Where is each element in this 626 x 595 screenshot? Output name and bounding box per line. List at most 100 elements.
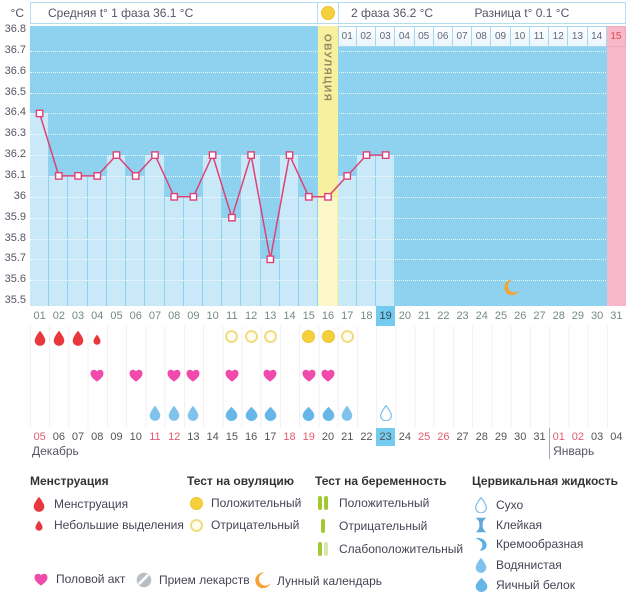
cycle-day-cell[interactable]: 10 xyxy=(206,310,219,322)
cervical-eggwhite-icon xyxy=(322,406,335,421)
date-cell[interactable]: 29 xyxy=(494,431,508,443)
cycle-day-cell[interactable]: 14 xyxy=(283,310,296,322)
cycle-day-cell[interactable]: 18 xyxy=(360,310,373,322)
cycle-day-cell[interactable]: 26 xyxy=(514,310,527,322)
date-cell[interactable]: 21 xyxy=(341,431,354,443)
date-cell[interactable]: 02 xyxy=(571,431,585,443)
lunar-calendar-icon xyxy=(253,572,271,589)
y-tick-label: 35.7 xyxy=(4,252,26,265)
cycle-day-cell[interactable]: 08 xyxy=(168,310,181,322)
date-cell[interactable]: 25 xyxy=(418,431,431,443)
dpo-day-cell: 05 xyxy=(414,26,434,47)
cycle-day-cell[interactable]: 17 xyxy=(341,310,354,322)
intercourse-icon xyxy=(167,369,181,382)
cycle-day-cell[interactable]: 15 xyxy=(302,310,315,322)
date-cell[interactable]: 13 xyxy=(187,431,200,443)
legend-item-cervical-watery: Водянистая xyxy=(472,557,562,573)
cycle-day-cell[interactable]: 30 xyxy=(591,310,604,322)
cycle-day-cell[interactable]: 22 xyxy=(437,310,450,322)
cycle-day-cell[interactable]: 12 xyxy=(244,310,258,322)
ovulation-test-negative-icon xyxy=(187,518,205,532)
legend-item-label: Положительный xyxy=(339,496,430,510)
date-cell[interactable]: 15 xyxy=(225,431,238,443)
temperature-bar xyxy=(203,155,222,306)
cycle-day-cell[interactable]: 03 xyxy=(71,310,85,322)
cycle-day-cell[interactable]: 25 xyxy=(494,310,508,322)
date-cell[interactable]: 28 xyxy=(475,431,488,443)
cycle-day-cell[interactable]: 09 xyxy=(187,310,200,322)
date-cell[interactable]: 20 xyxy=(321,431,335,443)
date-cell[interactable]: 30 xyxy=(514,431,527,443)
pregnancy-test-weak-positive-icon xyxy=(315,542,333,556)
date-cell[interactable]: 16 xyxy=(244,431,258,443)
cycle-day-cell[interactable]: 16 xyxy=(321,310,335,322)
cycle-day-cell[interactable]: 20 xyxy=(398,310,412,322)
cycle-day-cell[interactable]: 04 xyxy=(91,310,104,322)
legend-item-ovulation-test-positive: Положительный xyxy=(187,496,301,510)
cervical-eggwhite-icon xyxy=(225,406,238,421)
cycle-day-cell[interactable]: 23 xyxy=(456,310,469,322)
date-cell[interactable]: 17 xyxy=(264,431,277,443)
legend-item-label: Сухо xyxy=(496,498,524,512)
date-cell[interactable]: 27 xyxy=(456,431,469,443)
intercourse-icon xyxy=(225,369,239,382)
y-tick-label: 36.5 xyxy=(4,85,26,98)
date-cell[interactable]: 06 xyxy=(52,431,65,443)
cycle-day-cell[interactable]: 11 xyxy=(226,310,238,322)
date-cell[interactable]: 05 xyxy=(33,431,46,443)
date-cell[interactable]: 04 xyxy=(610,431,623,443)
intercourse-icon xyxy=(321,369,335,382)
cycle-day-cell[interactable]: 29 xyxy=(571,310,585,322)
temperature-bar xyxy=(183,196,203,306)
date-cell[interactable]: 19 xyxy=(302,431,315,443)
legend-item-label: Водянистая xyxy=(496,558,562,572)
cervical-sticky-icon xyxy=(472,517,490,533)
calendar-dates-row: 05 06 07 08 09 10 11 12 13 14 15 16 17 18 19 20 21 22 23 24… xyxy=(30,428,626,459)
date-cell[interactable]: 03 xyxy=(591,431,604,443)
cervical-watery-icon xyxy=(472,557,490,573)
temperature-bar xyxy=(87,175,106,306)
cervical-eggwhite-icon xyxy=(472,577,490,592)
cycle-day-cell[interactable]: 13 xyxy=(264,310,277,322)
menstruation-icon xyxy=(34,330,46,346)
date-cell[interactable]: 14 xyxy=(206,431,219,443)
date-cell[interactable]: 09 xyxy=(110,431,123,443)
spotting-icon xyxy=(93,334,101,345)
temperature-bar xyxy=(68,175,87,306)
lunar-calendar-icon xyxy=(503,279,520,301)
date-cell[interactable]: 22 xyxy=(360,431,373,443)
date-cell[interactable]: 01 xyxy=(552,431,565,443)
date-cell[interactable]: 10 xyxy=(129,431,142,443)
cycle-day-cell[interactable]: 24 xyxy=(475,310,488,322)
date-cell[interactable]: 07 xyxy=(71,431,85,443)
date-cell[interactable]: 12 xyxy=(168,431,181,443)
date-cell[interactable]: 23 xyxy=(376,428,396,446)
temperature-bar xyxy=(241,155,260,306)
cycle-day-cell[interactable]: 27 xyxy=(533,310,546,322)
ovulation-test-negative-icon xyxy=(340,330,354,343)
date-cell[interactable]: 24 xyxy=(398,431,412,443)
cycle-day-cell[interactable]: 21 xyxy=(418,310,431,322)
y-tick-label: 35.5 xyxy=(4,294,26,307)
legend-item-label: Лунный календарь xyxy=(277,573,383,588)
cycle-day-cell[interactable]: 19 xyxy=(376,306,396,326)
dpo-day-cell: 07 xyxy=(452,26,473,47)
cervical-eggwhite-icon xyxy=(302,406,315,421)
date-cell[interactable]: 08 xyxy=(91,431,104,443)
cycle-day-cell[interactable]: 06 xyxy=(129,310,142,322)
phase1-average-box: Средняя t° 1 фаза 36.1 °C xyxy=(30,2,318,24)
cycle-day-cell[interactable]: 05 xyxy=(110,310,123,322)
cycle-day-cell[interactable]: 28 xyxy=(552,310,565,322)
date-cell[interactable]: 18 xyxy=(283,431,296,443)
date-cell[interactable]: 11 xyxy=(149,431,161,443)
legend-item-label: Отрицательный xyxy=(211,518,300,532)
legend-item-label: Небольшие выделения xyxy=(54,518,184,532)
date-cell[interactable]: 26 xyxy=(437,431,450,443)
cycle-day-cell[interactable]: 02 xyxy=(52,310,65,322)
date-cell[interactable]: 31 xyxy=(533,431,546,443)
cycle-day-cell[interactable]: 07 xyxy=(148,310,162,322)
phase2-average-text: 2 фаза 36.2 °C xyxy=(351,6,434,20)
chart-plot-area: ОВУЛЯЦИЯ 01 02 03 04 05 06 07 08 09 10 11 12 13 14 15 xyxy=(30,26,626,306)
cycle-day-cell[interactable]: 31 xyxy=(610,310,623,322)
cycle-day-cell[interactable]: 01 xyxy=(33,310,46,322)
